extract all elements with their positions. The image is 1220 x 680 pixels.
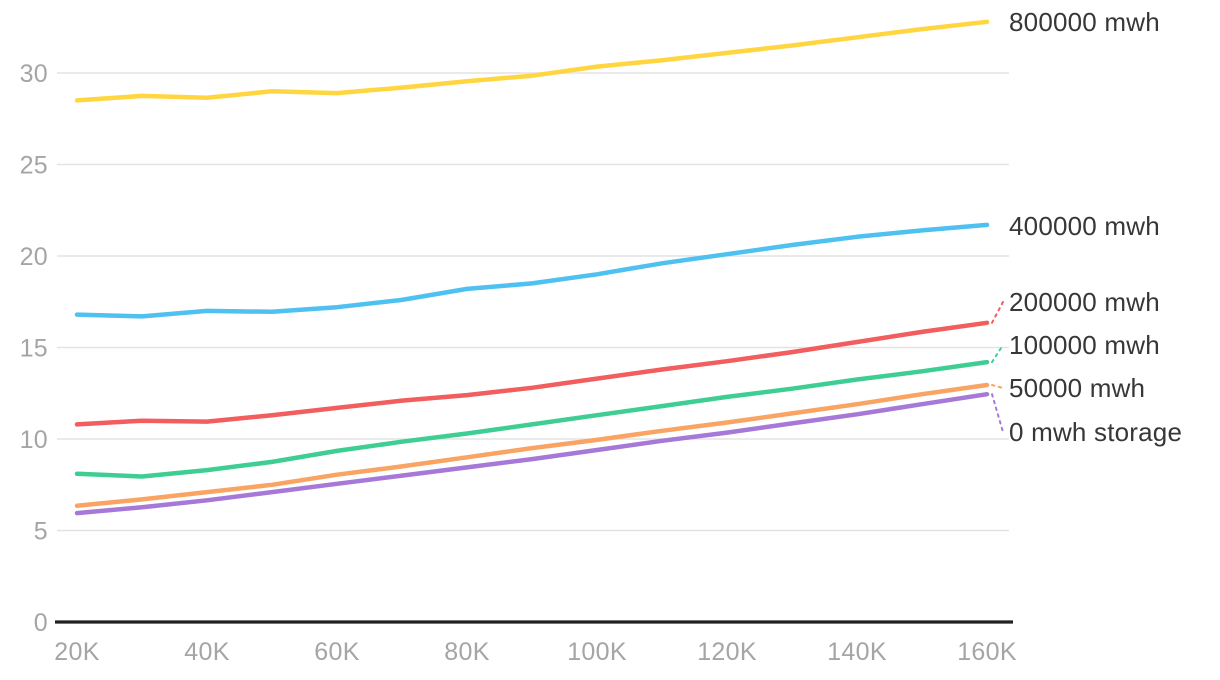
series-line-200000-mwh xyxy=(74,320,990,427)
y-tick-label-20: 20 xyxy=(20,243,48,271)
series-label-0-mwh-storage: 0 mwh storage xyxy=(1009,417,1182,447)
series-label-400000-mwh: 400000 mwh xyxy=(1009,211,1160,241)
x-tick-label-160K: 160K xyxy=(957,638,1017,666)
y-tick-label-5: 5 xyxy=(34,518,48,546)
series-label-100000-mwh: 100000 mwh xyxy=(1009,330,1160,360)
leader-line-50000-mwh xyxy=(991,384,1004,389)
y-tick-label-25: 25 xyxy=(20,152,48,180)
x-tick-label-20K: 20K xyxy=(54,638,99,666)
y-tick-label-30: 30 xyxy=(20,60,48,88)
series-label-200000-mwh: 200000 mwh xyxy=(1009,287,1160,317)
x-tick-label-100K: 100K xyxy=(567,638,627,666)
x-tick-label-120K: 120K xyxy=(697,638,757,666)
series-line-800000-mwh xyxy=(74,19,990,103)
series-line-50000-mwh xyxy=(74,382,990,509)
series-line-400000-mwh xyxy=(74,222,990,319)
series-label-800000-mwh: 800000 mwh xyxy=(1009,7,1160,37)
leader-line-0-mwh-storage xyxy=(991,393,1004,433)
x-tick-label-40K: 40K xyxy=(184,638,229,666)
x-tick-label-60K: 60K xyxy=(314,638,359,666)
series-label-50000-mwh: 50000 mwh xyxy=(1009,373,1145,403)
y-tick-label-10: 10 xyxy=(20,426,48,454)
series-line-100000-mwh xyxy=(74,359,990,479)
y-tick-label-15: 15 xyxy=(20,335,48,363)
x-tick-label-80K: 80K xyxy=(444,638,489,666)
y-tick-label-0: 0 xyxy=(34,609,48,637)
series-line-0-mwh-storage xyxy=(74,391,990,516)
x-tick-label-140K: 140K xyxy=(827,638,887,666)
leader-line-100000-mwh xyxy=(991,344,1004,364)
leader-line-200000-mwh xyxy=(991,301,1004,324)
